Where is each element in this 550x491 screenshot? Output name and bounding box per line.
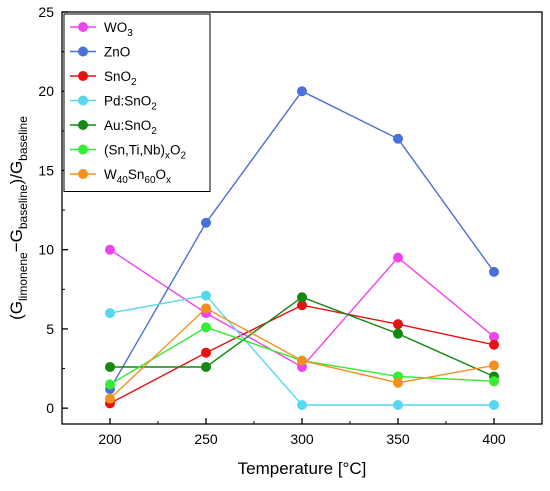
legend-item: SnO2 bbox=[70, 69, 137, 88]
x-tick-label: 250 bbox=[194, 431, 218, 447]
data-point bbox=[201, 361, 211, 372]
data-point bbox=[105, 244, 115, 255]
y-axis-title-sub: baseline bbox=[16, 116, 30, 161]
legend-label: ZnO bbox=[104, 45, 130, 60]
data-point bbox=[489, 399, 499, 410]
legend-item: Pd:SnO2 bbox=[70, 94, 157, 113]
data-point bbox=[201, 290, 211, 301]
y-tick-label: 15 bbox=[38, 162, 54, 178]
legend-label: W40Sn60Ox bbox=[104, 167, 171, 186]
data-point bbox=[489, 266, 499, 277]
legend-swatch-marker bbox=[78, 144, 88, 155]
data-point bbox=[297, 300, 307, 311]
data-point bbox=[393, 252, 403, 263]
legend: WO3 ZnO SnO2 Pd:SnO2 Au:SnO2 (Sn,Ti,Nb)xO2 W40… bbox=[63, 13, 211, 192]
x-tick-label: 200 bbox=[98, 431, 122, 447]
series-line bbox=[109, 304, 495, 405]
data-point bbox=[489, 376, 499, 387]
y-axis-title-sub: limonene bbox=[16, 252, 30, 301]
legend-label: (Sn,Ti,Nb)xO2 bbox=[104, 143, 187, 162]
legend-label: Au:SnO2 bbox=[104, 118, 157, 137]
y-tick-label: 5 bbox=[46, 321, 54, 337]
legend-swatch-marker bbox=[78, 169, 88, 179]
data-point bbox=[297, 86, 307, 97]
y-axis-title-part: (G bbox=[7, 301, 26, 320]
legend-swatch-marker bbox=[78, 95, 88, 106]
legend-item: WO3 bbox=[70, 20, 133, 39]
series-layer bbox=[105, 86, 499, 410]
y-axis-title-part: −G bbox=[7, 229, 26, 252]
legend-swatch-marker bbox=[78, 120, 88, 130]
data-point bbox=[489, 339, 499, 350]
data-point bbox=[297, 355, 307, 366]
x-tick-label: 350 bbox=[386, 431, 410, 447]
legend-label: WO3 bbox=[104, 20, 133, 39]
legend-item: (Sn,Ti,Nb)xO2 bbox=[70, 143, 187, 162]
legend-label: Pd:SnO2 bbox=[104, 94, 157, 113]
series-3 bbox=[105, 300, 499, 409]
x-tick-label: 400 bbox=[482, 431, 506, 447]
y-tick-label: 0 bbox=[46, 400, 54, 416]
legend-swatch-marker bbox=[78, 71, 88, 81]
data-point bbox=[393, 377, 403, 388]
data-point bbox=[201, 217, 211, 228]
legend-item: Au:SnO2 bbox=[70, 118, 157, 137]
series-1 bbox=[105, 244, 499, 372]
legend-swatch-marker bbox=[78, 46, 88, 57]
data-point bbox=[105, 308, 115, 319]
axes: 200 250 300 350 400 0 5 10 15 20 25 bbox=[38, 4, 543, 447]
data-point bbox=[393, 133, 403, 144]
y-axis-title-part: )/G bbox=[7, 161, 26, 185]
legend-item: W40Sn60Ox bbox=[70, 167, 171, 186]
data-point bbox=[297, 292, 307, 303]
data-point bbox=[489, 331, 499, 342]
data-point bbox=[297, 399, 307, 410]
series-line bbox=[109, 307, 495, 400]
y-tick-label: 10 bbox=[38, 242, 54, 258]
y-axis-title-sub: baseline bbox=[16, 184, 30, 229]
series-7 bbox=[105, 303, 499, 404]
y-tick-label: 20 bbox=[38, 83, 54, 99]
data-point bbox=[201, 322, 211, 333]
data-point bbox=[105, 379, 115, 390]
legend-box bbox=[63, 13, 211, 192]
y-tick-label: 25 bbox=[38, 4, 54, 20]
data-point bbox=[105, 361, 115, 372]
series-4 bbox=[105, 290, 499, 410]
y-axis-title: (Glimonene−Gbaseline)/Gbaseline bbox=[7, 116, 30, 320]
legend-item: ZnO bbox=[70, 45, 130, 60]
data-point bbox=[393, 328, 403, 339]
data-point bbox=[393, 399, 403, 410]
legend-swatch-marker bbox=[78, 22, 88, 32]
x-tick-label: 300 bbox=[290, 431, 314, 447]
x-axis-title: Temperature [°C] bbox=[238, 459, 367, 478]
data-point bbox=[105, 393, 115, 404]
data-point bbox=[489, 360, 499, 371]
legend-label: SnO2 bbox=[104, 69, 137, 88]
data-point bbox=[393, 319, 403, 330]
data-point bbox=[201, 347, 211, 358]
data-point bbox=[201, 303, 211, 314]
